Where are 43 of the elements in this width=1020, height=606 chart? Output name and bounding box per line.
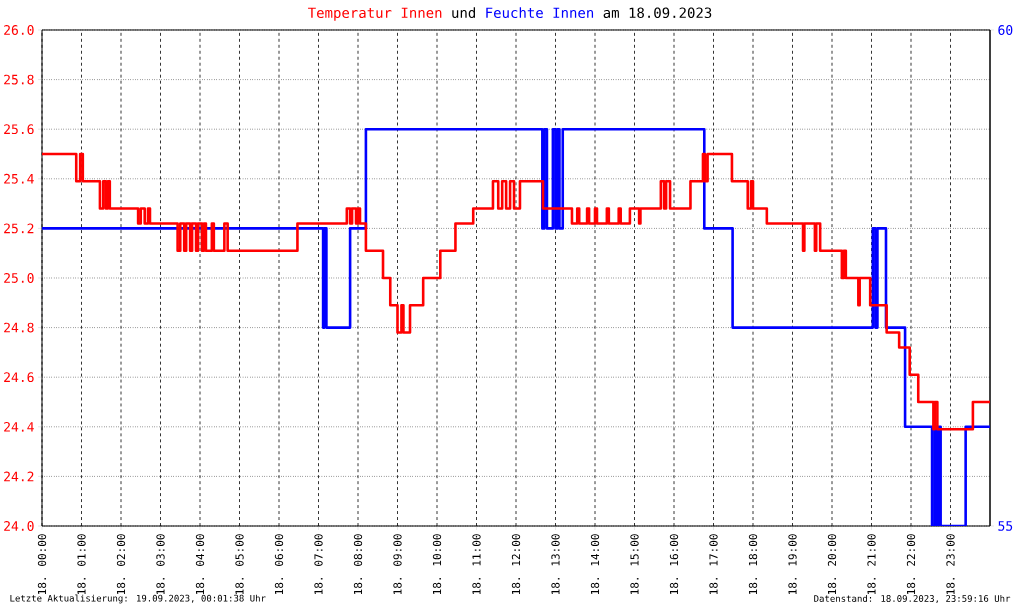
text: Datenstand: 18.09.2023, 23:59:16 Uhr [814, 594, 1011, 604]
x-tick-label: 18. 19:00 [788, 534, 797, 594]
x-tick-label: 18. 16:00 [669, 534, 679, 594]
y-tick-label: 25.4 [4, 173, 34, 184]
text: Temperatur Innen [308, 7, 442, 21]
x-tick-label: 18. 05:00 [235, 534, 244, 594]
x-tick-label: 18. 12:00 [511, 534, 521, 594]
y-tick-label: 24.8 [4, 322, 34, 333]
y-tick-label: 26.0 [4, 25, 34, 35]
x-tick-label: 18. 08:00 [353, 534, 363, 594]
text: Feuchte Innen [486, 7, 594, 19]
y-tick-label: 24.0 [4, 521, 34, 531]
x-tick-label: 18. 17:00 [709, 534, 718, 594]
text: und [452, 7, 475, 19]
x-tick-label: 18. 22:00 [906, 534, 916, 594]
x-tick-label: 18. 14:00 [590, 534, 600, 594]
x-tick-label: 18. 21:00 [867, 534, 876, 594]
x-tick-label: 18. 06:00 [274, 534, 284, 594]
y2-tick-label: 55 [998, 521, 1013, 531]
x-tick-label: 18. 20:00 [827, 534, 837, 594]
x-tick-label: 18. 00:00 [37, 534, 47, 594]
x-tick-label: 18. 03:00 [156, 534, 165, 594]
y-tick-label: 25.2 [4, 223, 34, 234]
x-tick-label: 18. 07:00 [314, 534, 323, 594]
y-tick-label: 24.4 [4, 421, 34, 432]
x-tick-label: 18. 04:00 [195, 534, 205, 594]
x-tick-label: 18. 10:00 [432, 534, 442, 594]
y-tick-label: 24.6 [4, 372, 34, 383]
y-tick-label: 24.2 [4, 471, 34, 482]
x-tick-label: 18. 18:00 [748, 534, 758, 594]
x-tick-label: 18. 15:00 [630, 534, 639, 594]
y-tick-label: 25.6 [4, 124, 34, 135]
x-tick-label: 18. 13:00 [551, 534, 560, 594]
x-tick-label: 18. 23:00 [946, 534, 955, 594]
x-tick-label: 18. 11:00 [472, 534, 481, 594]
x-tick-label: 18. 02:00 [116, 534, 126, 594]
x-tick-label: 18. 09:00 [393, 534, 402, 594]
y-tick-label: 25.8 [4, 74, 34, 85]
y-tick-label: 25.0 [4, 273, 34, 283]
x-tick-label: 18. 01:00 [77, 534, 86, 594]
text: am 18.09.2023 [603, 7, 712, 19]
y2-tick-label: 60 [998, 25, 1013, 35]
text: Letzte Aktualisierung: 19.09.2023, 00:01:38 Uhr [10, 594, 266, 604]
